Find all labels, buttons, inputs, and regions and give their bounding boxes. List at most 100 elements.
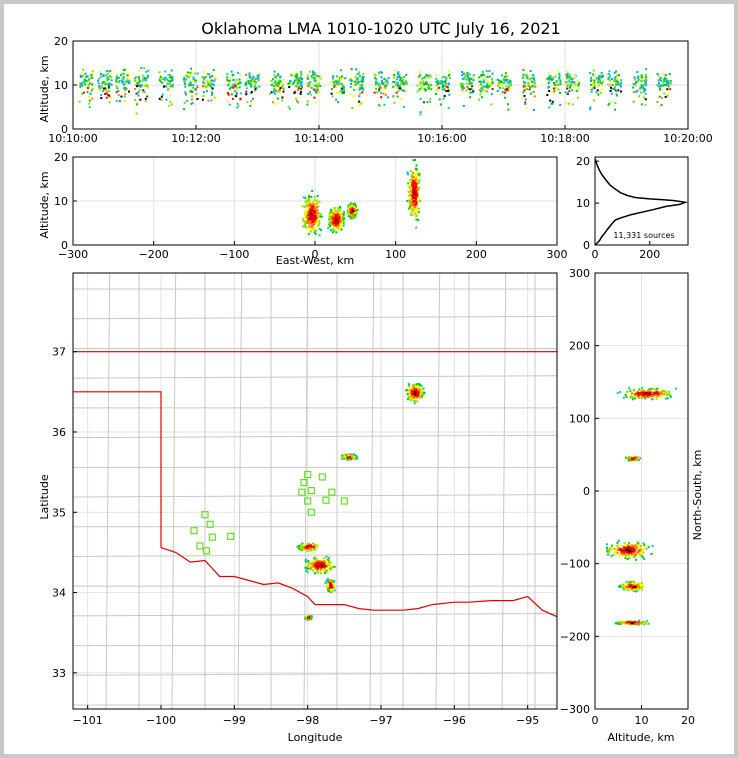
th-col-0-pt-50 <box>86 91 89 94</box>
th-col-5-pt-14 <box>189 90 192 93</box>
map-cluster-0-pt-207 <box>415 383 418 386</box>
ew-cluster-2-pt-227 <box>355 207 358 210</box>
ew-cluster-2-pt-259 <box>352 213 355 216</box>
th-col-1-pt-7 <box>100 86 103 89</box>
map-cluster-2-pt-201 <box>304 543 307 546</box>
ns-cluster-0-pt-116 <box>660 391 663 394</box>
map-station-11 <box>206 520 214 528</box>
ew-cluster-1-pt-134 <box>333 215 336 218</box>
map-cluster-2-pt-209 <box>313 547 316 550</box>
ns-cluster-3-pt-167 <box>619 585 622 588</box>
th-col-16-pt-37 <box>419 83 422 86</box>
th-col-9-pt-46 <box>270 91 273 94</box>
th-col-3-pt-30 <box>145 86 148 89</box>
th-col-13-pt-1 <box>351 83 354 86</box>
th-col-5-pt-34 <box>196 98 199 101</box>
ew-cluster-0-pt-249 <box>308 210 311 213</box>
th-col-6-pt-34 <box>210 93 213 96</box>
th-col-26-pt-38 <box>640 76 643 79</box>
ns-cluster-2-pt-96 <box>633 544 636 547</box>
th-col-3-pt-45 <box>137 76 140 79</box>
ns-cluster-0-pt-126 <box>637 395 640 398</box>
th-col-21-pt-22 <box>530 77 533 80</box>
th-col-22-pt-54 <box>552 75 555 78</box>
ns-cluster-0-pt-136 <box>641 396 644 399</box>
th-col-13-pt-46 <box>362 72 365 75</box>
ew-cluster-2-pt-244 <box>353 209 356 212</box>
ew-cluster-0-pt-137 <box>316 216 319 219</box>
th-col-12-pt-55 <box>336 82 339 85</box>
map-cluster-2-pt-65 <box>300 544 303 547</box>
th-col-3-pt-20 <box>134 99 137 102</box>
ns-cluster-2-pt-176 <box>637 542 640 545</box>
ew-cluster-3-pt-175 <box>418 179 421 182</box>
th-col-7-pt-55 <box>237 82 240 85</box>
th-col-8-pt-53 <box>248 81 251 84</box>
th-col-24-pt-21 <box>596 85 599 88</box>
ns-cluster-2-pt-14 <box>637 543 640 546</box>
th-col-5-pt-55 <box>187 73 190 76</box>
map-cluster-0-pt-183 <box>414 397 417 400</box>
ew-cluster-1-pt-127 <box>332 226 335 229</box>
th-col-24-pt-53 <box>601 73 604 76</box>
th-col-8-pt-43 <box>251 75 254 78</box>
th-col-9-pt-14 <box>272 90 275 93</box>
th-col-25-pt-44 <box>614 101 617 104</box>
th-col-9-pt-43 <box>274 76 277 79</box>
ew-cluster-2-pt-250 <box>348 209 351 212</box>
ns-cluster-0-pt-88 <box>640 391 643 394</box>
map-cluster-3-pt-205 <box>316 567 319 570</box>
th-col-9-pt-21 <box>276 75 279 78</box>
map-cluster-0-pt-161 <box>413 400 416 403</box>
th-col-26-pt-32 <box>643 79 646 82</box>
th-col-6-pt-35 <box>207 83 210 86</box>
ns-cluster-3-pt-168 <box>637 586 640 589</box>
th-col-14-pt-42 <box>376 85 379 88</box>
th-col-27-pt-55 <box>664 78 667 81</box>
th-col-23-pt-59 <box>569 85 572 88</box>
hist-profile-line <box>594 158 689 246</box>
th-col-25-pt-2 <box>619 90 622 93</box>
th-col-13-pt-54 <box>350 77 353 80</box>
th-col-11-pt-23 <box>307 82 310 85</box>
map-cluster-4-pt-199 <box>330 579 333 582</box>
map-cluster-4-pt-210 <box>329 586 332 589</box>
th-col-2-pt-57 <box>118 76 121 79</box>
map-cluster-0-pt-205 <box>417 388 420 391</box>
th-col-19-pt-15 <box>483 81 486 84</box>
th-col-18-pt-44 <box>462 85 465 88</box>
ns-cluster-0-pt-193 <box>656 391 659 394</box>
th-col-22-pt-34 <box>554 84 557 87</box>
th-col-17-pt-21 <box>435 89 438 92</box>
ns-cluster-0-pt-67 <box>651 387 654 390</box>
map-cluster-2-pt-204 <box>301 542 304 545</box>
th-col-11-pt-59 <box>306 82 309 85</box>
th-col-1-pt-35 <box>107 84 110 87</box>
th-col-24-pt-26 <box>593 81 596 84</box>
ew-cluster-0-pt-111 <box>307 203 310 206</box>
th-col-9-pt-11 <box>281 82 284 85</box>
ns-cluster-2-pt-15 <box>616 549 619 552</box>
ns-cluster-1-pt-191 <box>628 456 631 459</box>
map-cluster-0-pt-156 <box>412 383 415 386</box>
th-col-27-pt-50 <box>661 84 664 87</box>
th-col-19-pt-42 <box>481 96 484 99</box>
th-col-17-pt-39 <box>444 82 447 85</box>
th-col-13-pt-0 <box>359 80 362 83</box>
ns-cluster-2-pt-162 <box>632 552 635 555</box>
th-col-14-pt-37 <box>378 104 381 107</box>
th-col-13-pt-5 <box>359 102 362 105</box>
th-col-1-pt-4 <box>105 96 108 99</box>
ew-cluster-1-pt-138 <box>329 210 332 213</box>
th-col-11-pt-18 <box>306 103 309 106</box>
th-col-15-pt-0 <box>392 76 395 79</box>
th-col-9-pt-6 <box>274 82 277 85</box>
th-col-0-pt-26 <box>85 75 88 78</box>
ew-xtick-label-5: 200 <box>466 248 487 261</box>
th-col-4-pt-59 <box>169 76 172 79</box>
th-col-17-pt-37 <box>435 80 438 83</box>
th-col-1-pt-1 <box>110 76 113 79</box>
map-cluster-3-pt-170 <box>318 565 321 568</box>
th-col-23-pt-36 <box>571 85 574 88</box>
th-col-5-pt-4 <box>190 98 193 101</box>
